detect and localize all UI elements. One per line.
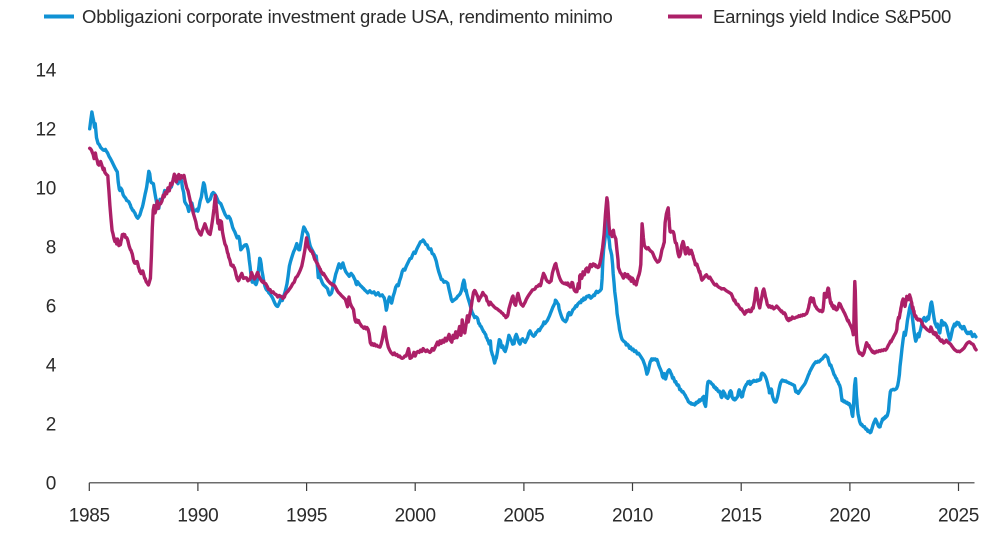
svg-text:2: 2: [46, 414, 56, 435]
svg-text:14: 14: [35, 60, 56, 81]
svg-text:8: 8: [46, 237, 56, 258]
svg-text:0: 0: [46, 473, 56, 494]
svg-text:Earnings yield Indice S&P500: Earnings yield Indice S&P500: [713, 6, 951, 27]
svg-text:1995: 1995: [286, 506, 327, 527]
svg-text:2025: 2025: [938, 506, 979, 527]
svg-text:6: 6: [46, 296, 56, 317]
svg-text:4: 4: [46, 355, 57, 376]
svg-text:2020: 2020: [829, 506, 870, 527]
svg-text:12: 12: [35, 119, 56, 140]
svg-text:2010: 2010: [612, 506, 653, 527]
svg-text:1985: 1985: [69, 506, 110, 527]
svg-text:Obbligazioni corporate investm: Obbligazioni corporate investment grade …: [82, 6, 613, 27]
svg-text:2000: 2000: [395, 506, 436, 527]
svg-text:2015: 2015: [721, 506, 762, 527]
svg-text:10: 10: [35, 178, 56, 199]
svg-text:2005: 2005: [503, 506, 544, 527]
svg-text:1990: 1990: [177, 506, 218, 527]
